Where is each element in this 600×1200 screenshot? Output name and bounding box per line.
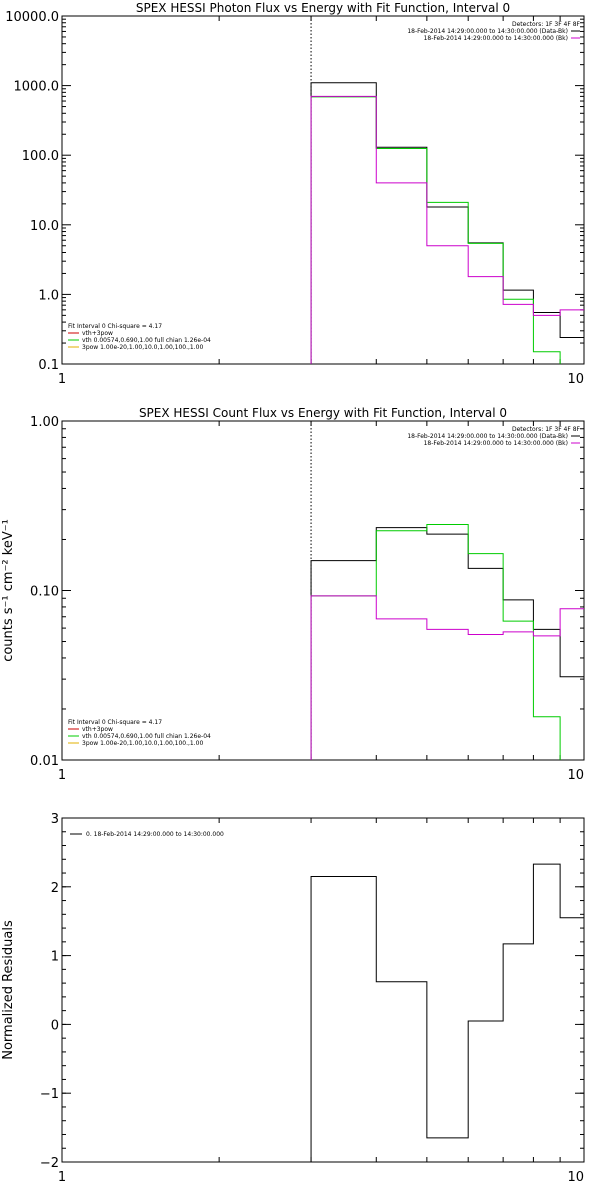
panel-2-ytick-label: 1 [51,950,59,965]
panel-1-frame [61,420,585,761]
panel-1-series-2-line [310,595,584,760]
panel-1-title: SPEX HESSI Count Flux vs Energy with Fit… [139,406,507,420]
panel-0-series-1 [310,96,561,364]
panel-1-ytick-label: 1.00 [30,415,59,430]
panel-0-series-2 [310,95,584,364]
panel-2-xtick-label: 10 [567,1170,584,1185]
panel-1-legend-bl-0: Fit Interval 0 Chi-square = 4.17 [68,719,162,726]
panel-0-series-2-line [310,95,584,364]
panel-1-ylabel: counts s⁻¹ cm⁻² keV⁻¹ [1,519,16,662]
panel-1-series-1-line [310,524,561,760]
panel-2-legend-tl-0: 0. 18-Feb-2014 14:29:00.000 to 14:30:00.… [86,831,224,838]
panel-0-ytick-label: 0.1 [38,358,59,373]
panel-0-legend-bl-3: 3pow 1.00e-20,1.00,10.0,1.00,100.,1.00 [82,344,203,351]
panel-0-ytick-label: 1.0 [38,288,59,303]
panel-1-ytick-label: 0.10 [30,585,59,600]
panel-0-ytick-label: 10.0 [30,219,59,234]
panel-0-legend-tr-2: 18-Feb-2014 14:29:00.000 to 14:30:00.000… [424,35,568,42]
panel-2-ylabel: Normalized Residuals [1,920,16,1060]
panel-1-series-1 [310,524,561,760]
panel-1-legend-tr-2: 18-Feb-2014 14:29:00.000 to 14:30:00.000… [424,440,568,447]
panel-1-xtick-label: 10 [567,768,584,783]
panel-1-legend-tr-1: 18-Feb-2014 14:29:00.000 to 14:30:00.000… [407,433,568,440]
panel-0-ytick-label: 10000.0 [5,10,59,25]
panel-0-frame [61,15,585,365]
panel-0-xtick-label: 1 [58,372,66,387]
panel-0-legend-tr-1: 18-Feb-2014 14:29:00.000 to 14:30:00.000… [407,28,568,35]
panel-0-legend-bl-0: Fit Interval 0 Chi-square = 4.17 [68,323,162,330]
panel-1-series-0 [310,527,584,760]
panel-0-title: SPEX HESSI Photon Flux vs Energy with Fi… [136,1,510,15]
panel-0-ytick-label: 1000.0 [14,80,60,95]
panel-1-series-0-line [310,527,584,760]
panel-0-legend-bl-2: vth 0.00574,0.690,1.00 full chian 1.26e-… [82,337,211,344]
panel-2-ytick-label: −1 [40,1087,59,1102]
panel-2-ytick-label: 0 [51,1018,59,1033]
panel-1-legend-bl-3: 3pow 1.00e-20,1.00,10.0,1.00,100.,1.00 [82,740,203,747]
panel-1-series-2 [310,595,584,760]
panel-0-series-0 [310,82,584,364]
panel-0-series-0-line [310,82,584,364]
panel-1-legend-bl-1: vth+3pow [82,726,113,733]
panel-0-series-1-line [310,96,561,364]
panel-2-ytick-label: −2 [40,1156,59,1171]
panel-2-frame [61,817,585,1163]
panel-1-ytick-label: 0.01 [30,754,59,769]
panel-0-legend-bl-1: vth+3pow [82,330,113,337]
panel-0-legend-tr-0: Detectors: 1F 3F 4F 8F [512,21,581,28]
panel-1-legend-tr-0: Detectors: 1F 3F 4F 8F [512,426,581,433]
panel-0-ytick-label: 100.0 [22,149,59,164]
panel-1-legend-bl-2: vth 0.00574,0.690,1.00 full chian 1.26e-… [82,733,211,740]
panel-2-ytick-label: 2 [51,881,59,896]
panel-2-series-0-line [310,863,584,1162]
panel-2-ytick-label: 3 [51,812,59,827]
panel-1-xtick-label: 1 [58,768,66,783]
panel-2-xtick-label: 1 [58,1170,66,1185]
panel-0-xtick-label: 10 [567,372,584,387]
panel-2-series-0 [310,863,584,1162]
